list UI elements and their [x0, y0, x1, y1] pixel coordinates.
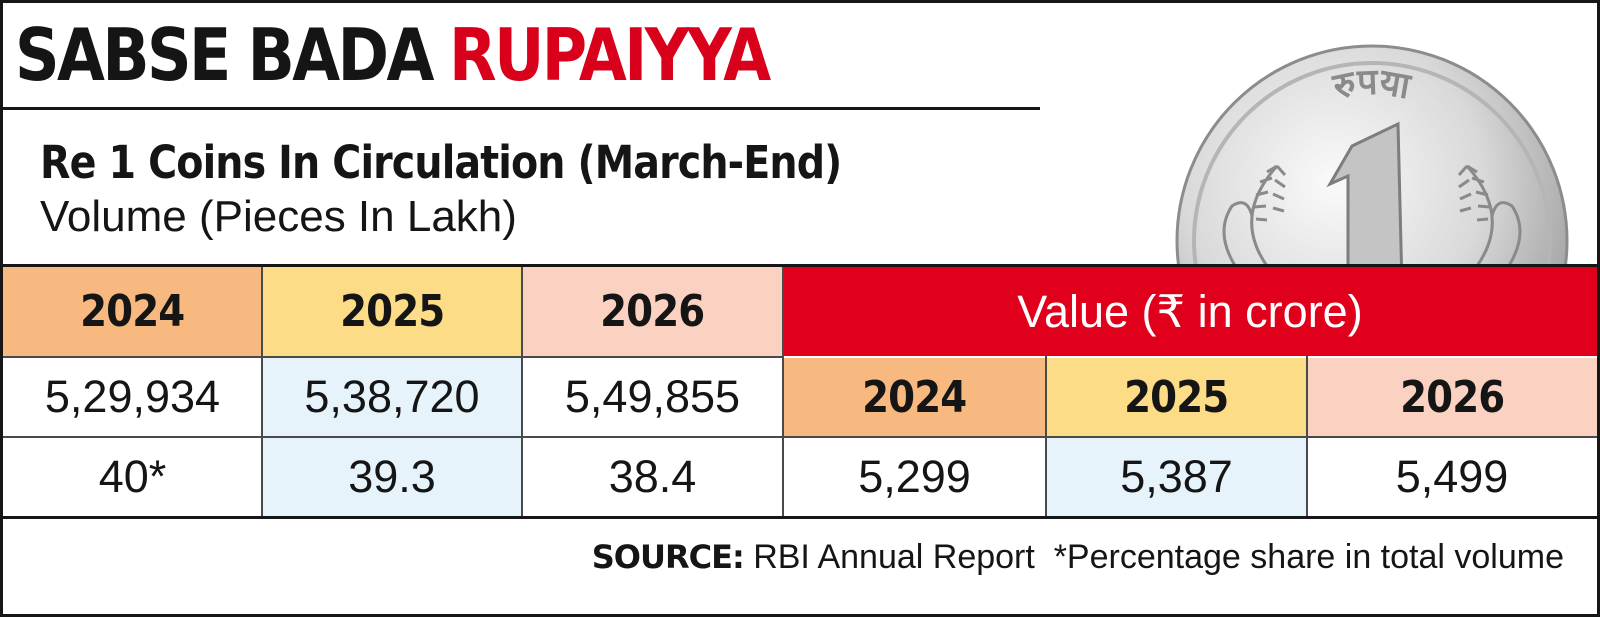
headline: SABSE BADA RUPAIYYA [15, 5, 771, 105]
table-top-rule [3, 264, 1597, 267]
source-text: RBI Annual Report *Percentage share in t… [743, 538, 1564, 576]
value-year-header-2024: 2024 [783, 358, 1046, 436]
column-divider [1045, 356, 1047, 516]
share-cell-2024: 40* [98, 451, 167, 502]
value-cell-2025: 5,387 [1046, 438, 1307, 516]
volume-year-header-2025: 2025 [262, 267, 522, 356]
volume-year-header-2024: 2024 [3, 267, 262, 356]
volume-cell-2024: 5,29,934 [44, 371, 221, 422]
wheat-left-icon [1222, 164, 1287, 277]
value-cell-2024: 5,299 [858, 451, 971, 502]
value-cell-2026: 5,499 [1395, 451, 1509, 502]
column-divider [1306, 356, 1308, 516]
table-bottom-rule [3, 516, 1597, 519]
column-divider [521, 267, 523, 516]
chart-subtitle: Re 1 Coins In Circulation (March-End) [40, 136, 842, 189]
volume-cell-2026: 5,49,855 [564, 371, 741, 422]
value-year-header-2025: 2025 [1046, 358, 1307, 436]
volume-unit-label: Volume (Pieces In Lakh) [40, 192, 517, 241]
row-divider [3, 436, 1597, 438]
row-divider [3, 356, 783, 358]
share-cell-2026: 38.4 [608, 451, 697, 502]
coin-inscription: रुपया [1328, 61, 1415, 108]
headline-part-1: SABSE BADA [15, 13, 434, 97]
volume-year-header-2026: 2026 [522, 267, 783, 356]
column-divider [782, 267, 784, 516]
value-group-header: Value (₹ in crore) [783, 267, 1597, 356]
wheat-right-icon [1457, 164, 1522, 277]
one-rupee-coin-image: रुपया [1172, 36, 1592, 300]
source-label: SOURCE: [591, 538, 745, 576]
column-divider [261, 267, 263, 516]
coin-svg: रुपया [1175, 44, 1569, 300]
share-cell-2025: 39.3 [262, 438, 522, 516]
value-year-header-2026: 2026 [1307, 358, 1597, 436]
headline-part-2: RUPAIYYA [449, 13, 771, 97]
source-note: SOURCE: RBI Annual Report *Percentage sh… [592, 532, 1564, 582]
headline-rule [3, 107, 1040, 110]
volume-cell-2025: 5,38,720 [262, 358, 522, 436]
